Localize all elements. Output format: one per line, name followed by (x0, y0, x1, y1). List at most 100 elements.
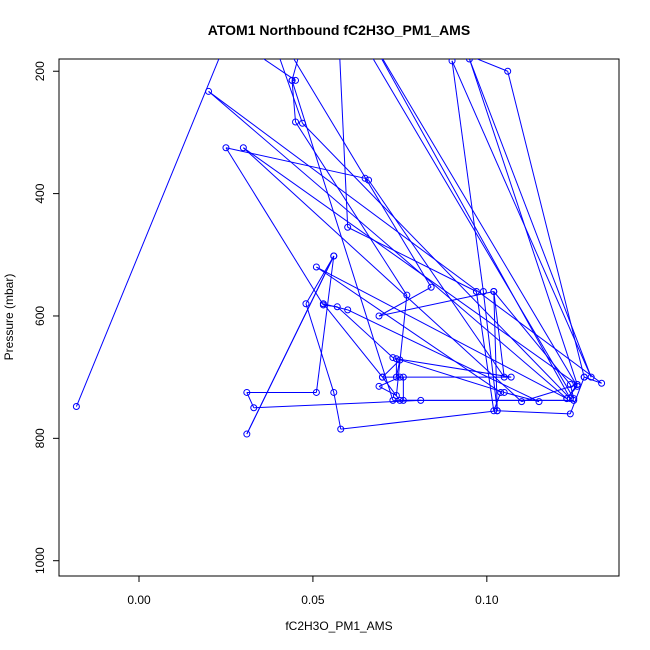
data-point (373, 44, 379, 50)
data-point (344, 306, 352, 314)
series-segment (316, 266, 502, 393)
data-point (330, 388, 338, 396)
data-point (500, 388, 508, 396)
y-axis: 200 400 600 800 1000 (33, 61, 59, 574)
series-segment (396, 358, 512, 378)
data-point (292, 118, 300, 126)
y-tick-label: 400 (33, 183, 47, 203)
data-point (535, 398, 543, 406)
data-point (312, 388, 320, 396)
data-point (288, 76, 296, 84)
series-segment (378, 291, 494, 317)
series-segment (333, 392, 342, 430)
series-segment (208, 91, 568, 399)
series-segment (146, 0, 236, 4)
series-segment (493, 291, 571, 385)
data-point (566, 380, 574, 388)
series-segment (392, 357, 505, 393)
series-segment (336, 306, 394, 358)
data-point (389, 396, 397, 404)
data-point (233, 1, 239, 7)
series-segment (569, 376, 585, 415)
data-point (396, 373, 404, 381)
series-points (72, 1, 606, 438)
data-point (338, 1, 344, 7)
data-point (375, 382, 383, 390)
data-point (573, 380, 581, 388)
series-segment (305, 303, 335, 393)
series-segment (382, 376, 401, 401)
data-point (361, 174, 369, 182)
data-point (392, 355, 400, 363)
data-point (334, 1, 340, 7)
data-point (490, 407, 498, 415)
chart-title: ATOM1 Northbound fC2H3O_PM1_AMS (208, 22, 470, 38)
series-segment (293, 59, 432, 288)
series-segment (476, 59, 508, 72)
data-point (417, 396, 425, 404)
data-point (399, 373, 407, 381)
data-point (298, 119, 306, 127)
y-tick-label: 1000 (33, 547, 47, 574)
data-point (233, 13, 239, 19)
series-segment (291, 80, 394, 401)
series-segment (253, 399, 421, 409)
data-point (563, 395, 571, 403)
x-tick-label: 0.05 (301, 593, 325, 607)
series-segment (243, 147, 578, 385)
series-segment (262, 59, 296, 81)
series-segment (208, 91, 602, 384)
x-axis: 0.00 0.05 0.10 (127, 576, 499, 607)
data-point (258, 1, 264, 7)
series-segment (339, 59, 349, 228)
data-point (472, 287, 480, 295)
data-point (319, 300, 327, 308)
series-segment (322, 303, 383, 378)
series-segment (302, 122, 571, 399)
series-segment (381, 59, 571, 399)
data-point (392, 373, 400, 381)
series-segment (340, 410, 498, 430)
series-segment (497, 410, 571, 415)
data-point (222, 144, 230, 152)
y-tick-label: 200 (33, 61, 47, 81)
data-point (205, 87, 213, 95)
series-segment (382, 359, 401, 378)
series-segment (468, 59, 578, 385)
series-segment (382, 59, 578, 387)
y-axis-label: Pressure (mbar) (2, 274, 16, 361)
data-point (376, 44, 382, 50)
plot-area (72, 0, 606, 438)
data-point (399, 396, 407, 404)
series-segment (368, 179, 505, 378)
data-point (504, 67, 512, 75)
data-point (396, 356, 404, 364)
data-point (333, 303, 341, 311)
data-point (243, 388, 251, 396)
data-point (403, 291, 411, 299)
series-lines (75, 0, 602, 435)
series-segment (493, 291, 505, 378)
y-tick-label: 600 (33, 306, 47, 326)
series-segment (347, 309, 540, 403)
data-point (348, 1, 354, 7)
data-point (337, 425, 345, 433)
data-point (566, 395, 574, 403)
data-point (570, 395, 578, 403)
data-point (427, 283, 435, 291)
data-point (389, 354, 397, 362)
data-point (396, 396, 404, 404)
series-segment (475, 291, 495, 411)
data-point (587, 373, 595, 381)
series-segment (347, 226, 477, 292)
data-point (344, 223, 352, 231)
data-point (479, 287, 487, 295)
series-segment (295, 121, 408, 296)
data-point (392, 392, 400, 400)
series-segment (507, 71, 585, 378)
series-segment (75, 59, 220, 407)
series-segment (246, 255, 335, 435)
series-segment (236, 0, 424, 4)
series-segment (279, 59, 303, 124)
plot-frame (58, 58, 620, 577)
